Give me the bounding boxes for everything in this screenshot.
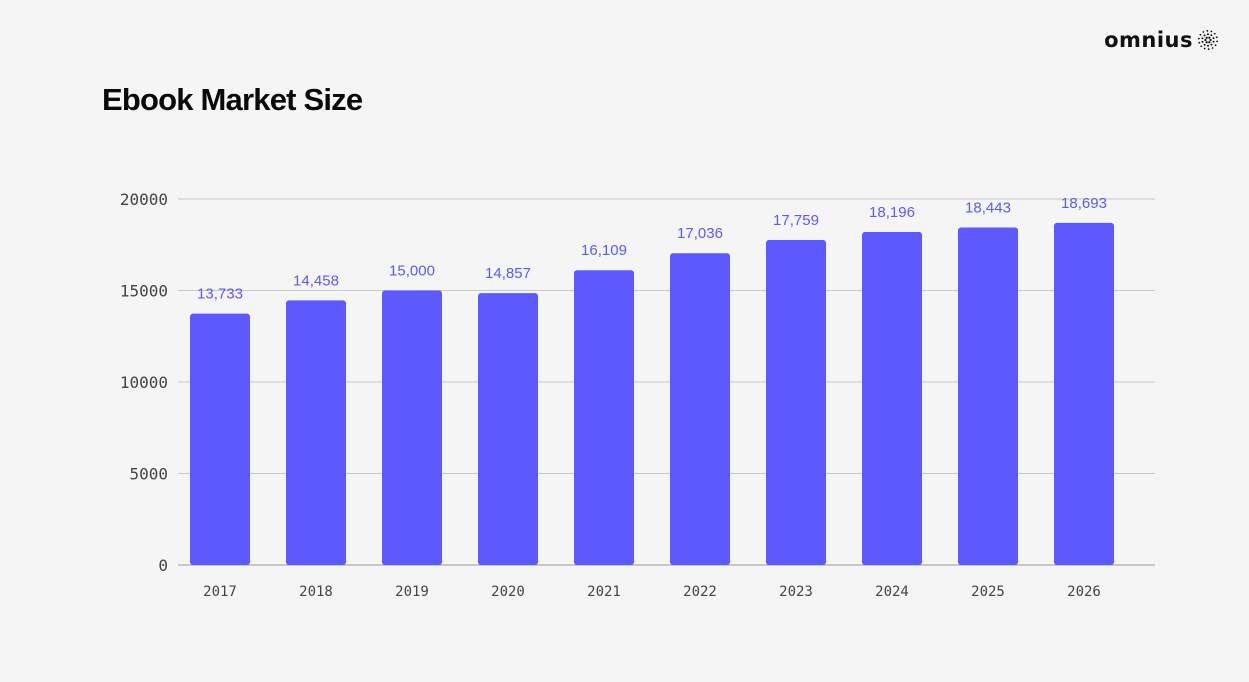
- brand-dot: [1208, 41, 1211, 44]
- brand-logo: omnius: [1104, 28, 1219, 52]
- x-tick-label: 2020: [491, 584, 525, 600]
- bar-2023: [766, 240, 826, 565]
- data-labels: 13,733 14,458 15,000 14,857 16,109 17,036 17,7…: [197, 195, 1107, 303]
- y-tick-label: 0: [158, 556, 168, 575]
- brand-dot: [1199, 33, 1202, 36]
- chart-title: Ebook Market Size: [102, 82, 363, 117]
- data-label-2021: 16,109: [581, 242, 627, 259]
- data-label-2023: 17,759: [773, 212, 819, 229]
- brand-dot: [1203, 34, 1206, 37]
- brand-dot: [1215, 36, 1218, 39]
- x-axis-ticks: 2017 2018 2019 2020 2021 2022 2023 2024 2025 2026: [203, 584, 1101, 600]
- brand-dot: [1207, 48, 1210, 51]
- bar-2026: [1054, 222, 1114, 566]
- brand-dot: [1210, 30, 1213, 33]
- x-tick-label: 2019: [395, 584, 429, 600]
- brand-dot: [1206, 33, 1209, 36]
- brand-dot: [1204, 38, 1207, 42]
- x-tick-label: 2023: [779, 584, 813, 600]
- brand-dot: [1212, 40, 1215, 43]
- x-tick-label: 2021: [587, 584, 621, 600]
- data-label-2018: 14,458: [293, 272, 339, 289]
- bars: [190, 222, 1114, 566]
- brand-dot: [1211, 47, 1214, 49]
- y-tick-label: 20000: [120, 190, 168, 209]
- x-tick-label: 2026: [1067, 584, 1101, 600]
- data-label-2024: 18,196: [869, 204, 915, 221]
- data-label-2019: 15,000: [389, 263, 435, 280]
- y-tick-label: 10000: [120, 373, 168, 392]
- data-label-2022: 17,036: [677, 225, 723, 242]
- bar-2019: [382, 290, 442, 565]
- x-tick-label: 2025: [971, 584, 1005, 600]
- brand-dot: [1213, 32, 1216, 35]
- brand-dot: [1208, 36, 1211, 39]
- bar-2020: [478, 293, 538, 565]
- brand-dot: [1210, 43, 1213, 46]
- brand-dot: [1214, 44, 1217, 47]
- brand-dot: [1198, 37, 1200, 40]
- x-tick-label: 2018: [299, 584, 333, 600]
- brand-dot: [1210, 34, 1213, 37]
- brand-dot: [1198, 41, 1201, 44]
- brand-dot: [1209, 38, 1212, 42]
- x-tick-label: 2024: [875, 584, 909, 600]
- brand-dot: [1203, 43, 1206, 46]
- brand-dot: [1202, 31, 1205, 33]
- bar-2024: [862, 232, 922, 566]
- brand-name: omnius: [1104, 28, 1193, 52]
- bar-2018: [286, 300, 346, 565]
- brand-dot: [1207, 44, 1210, 47]
- bar-2022: [670, 253, 730, 565]
- brand-dot: [1201, 37, 1204, 40]
- brand-dot: [1200, 45, 1203, 48]
- data-label-2017: 13,733: [197, 286, 243, 303]
- data-label-2020: 14,857: [485, 265, 531, 282]
- bar-2021: [574, 270, 634, 565]
- brand-dot: [1205, 36, 1208, 39]
- brand-dots-icon: [1198, 29, 1218, 51]
- brand-dot: [1205, 41, 1208, 44]
- y-tick-label: 5000: [129, 465, 168, 484]
- brand-dot: [1216, 40, 1218, 43]
- x-tick-label: 2017: [203, 584, 237, 600]
- y-axis-ticks: 0 5000 10000 15000 20000: [120, 190, 168, 575]
- x-tick-label: 2022: [683, 584, 717, 600]
- brand-dot: [1201, 40, 1204, 43]
- y-tick-label: 15000: [120, 282, 168, 301]
- brand-dot: [1206, 29, 1209, 32]
- bar-2017: [190, 313, 250, 565]
- brand-dot: [1203, 47, 1206, 50]
- brand-dot: [1212, 37, 1215, 40]
- bar-2025: [958, 227, 1018, 565]
- data-label-2025: 18,443: [965, 199, 1011, 216]
- data-label-2026: 18,693: [1061, 195, 1107, 212]
